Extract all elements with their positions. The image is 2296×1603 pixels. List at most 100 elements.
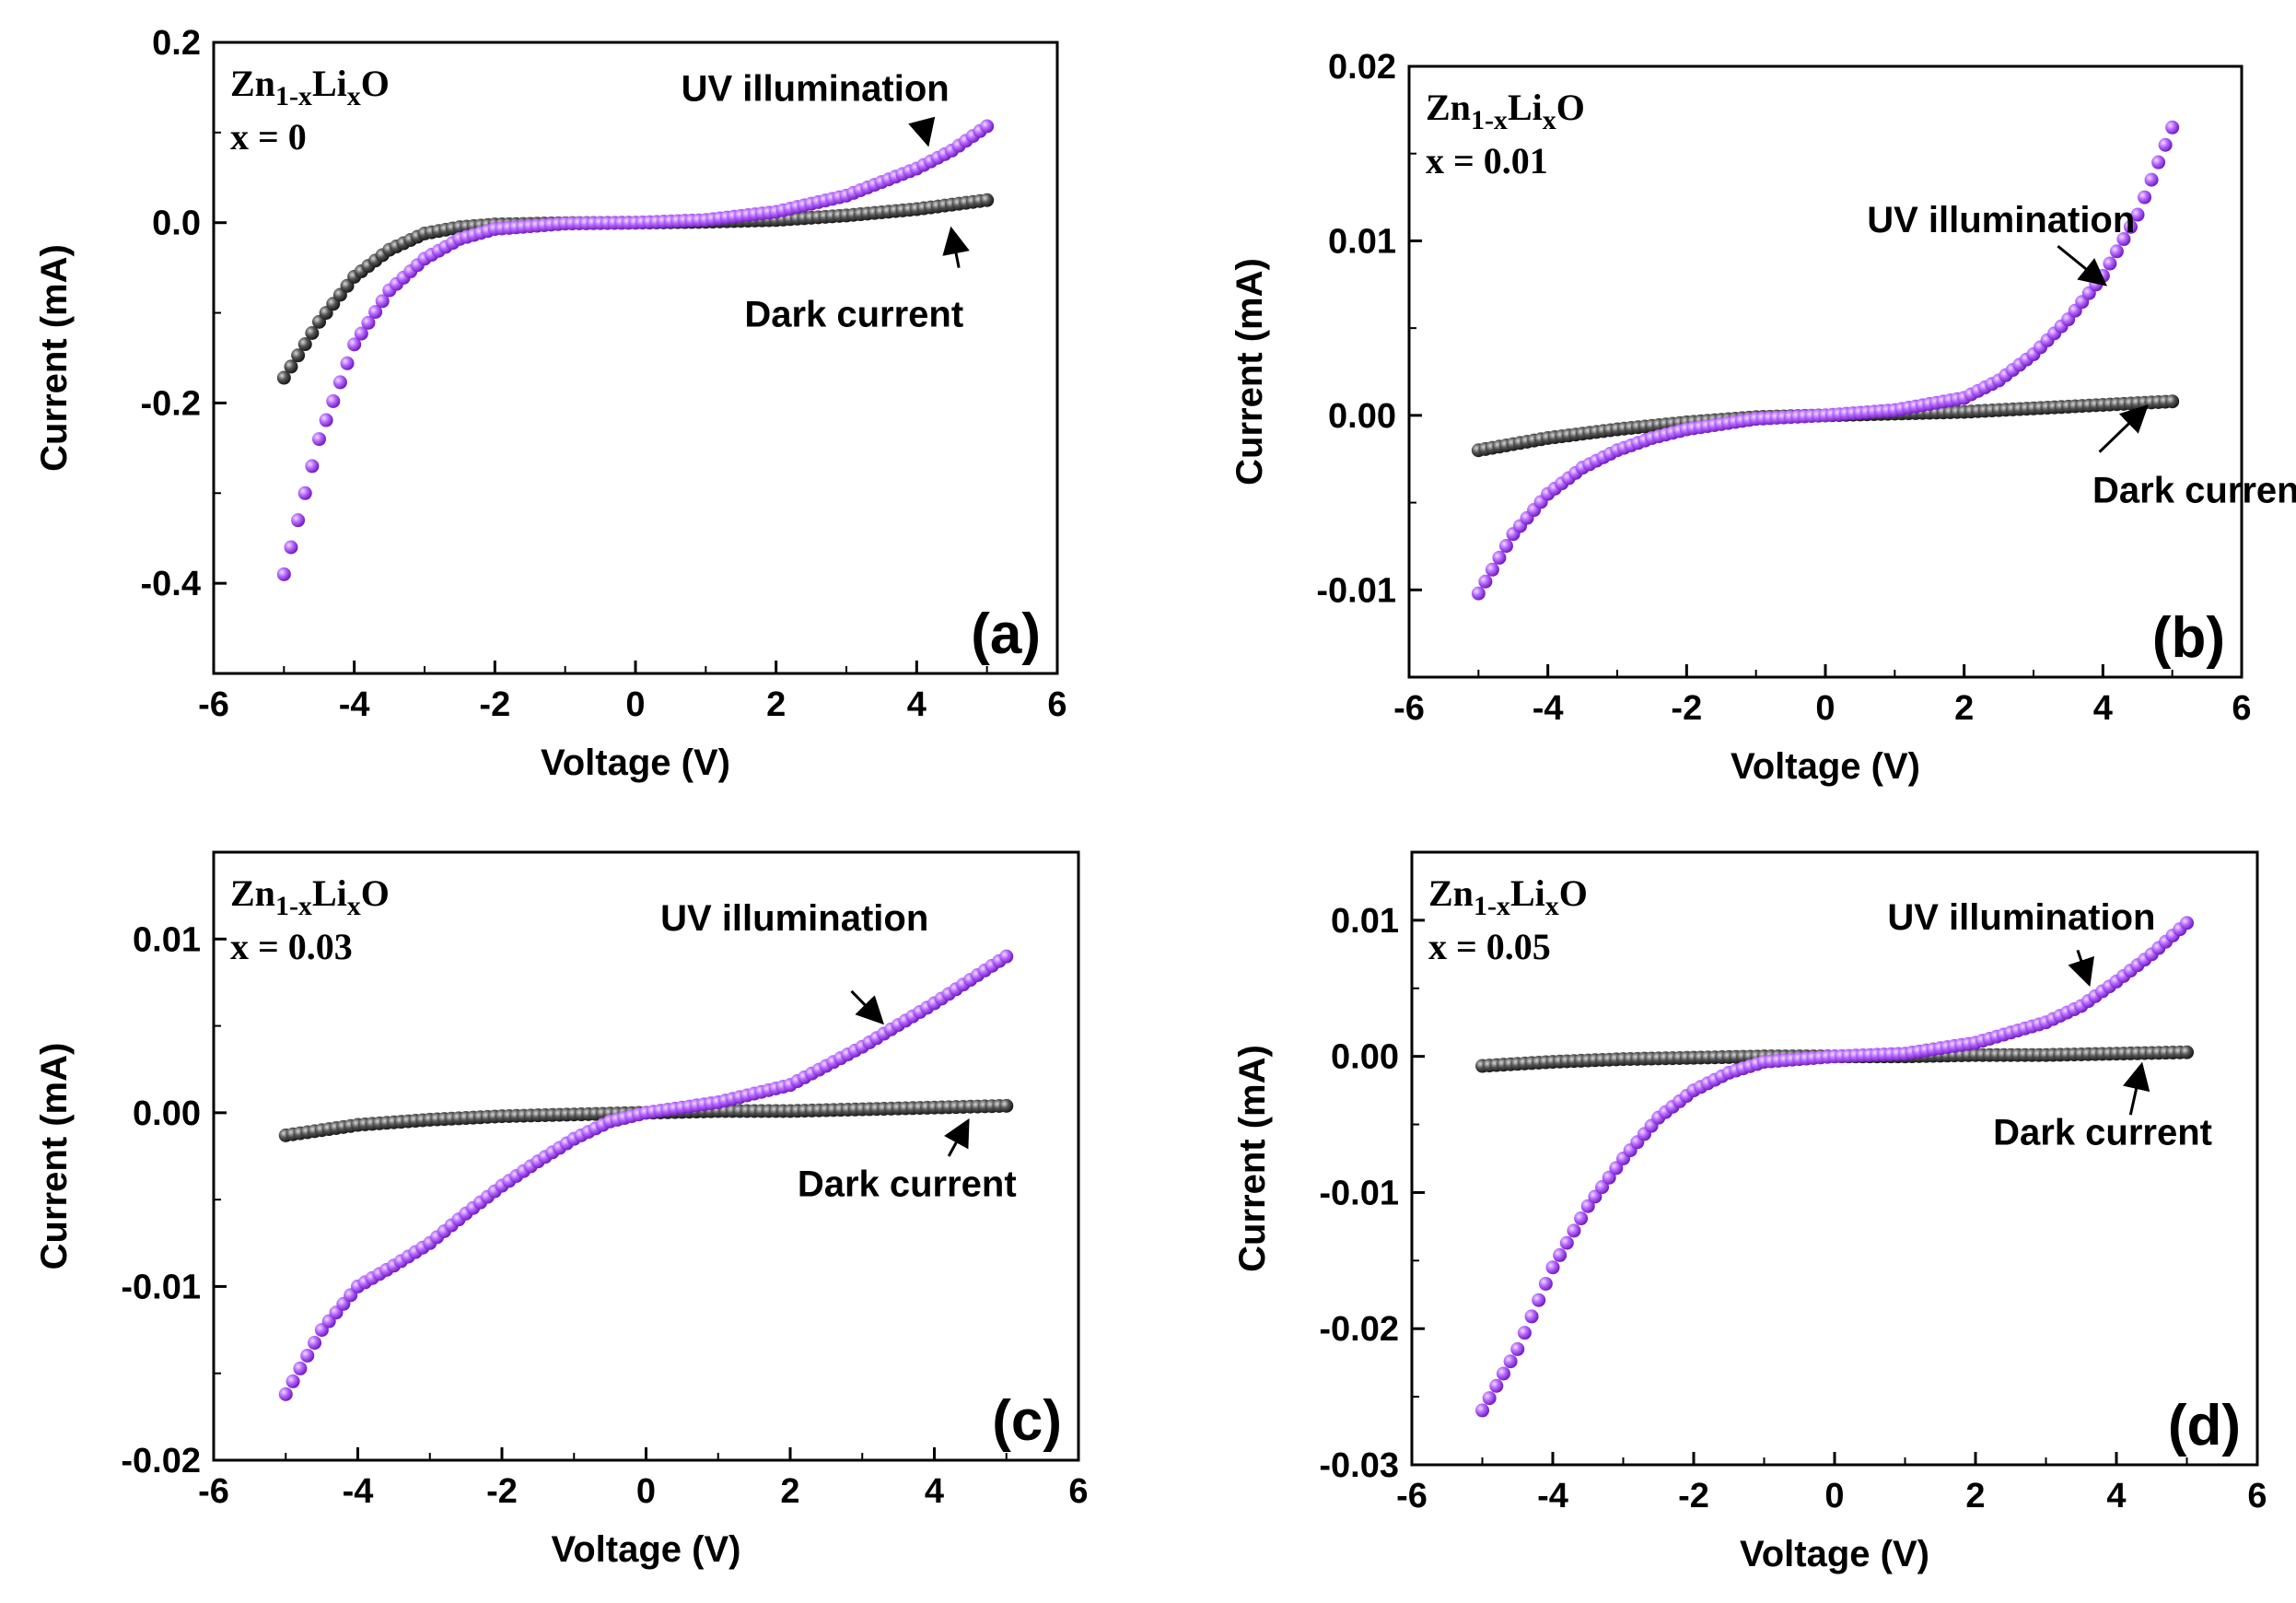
uv-point [1478,574,1493,589]
formula-sub2: x [1543,105,1556,135]
formula-label: Zn1-xLixO [1426,87,1585,135]
y-tick-label: -0.01 [1319,1174,1399,1212]
series-uv-illumination [278,949,1014,1401]
dark-point [2180,1045,2194,1059]
uv-point [368,305,383,320]
x-tick-label: -4 [1537,1477,1568,1515]
uv-point [312,432,326,447]
y-tick-label: 0.00 [133,1094,201,1133]
composition-label: x = 0.03 [230,926,353,967]
formula-base: Zn [1428,872,1474,914]
y-tick-label: -0.03 [1319,1446,1399,1485]
formula-sub2: x [347,81,361,111]
dark-point [284,359,298,374]
dark-current-label: Dark current [798,1164,1017,1204]
uv-point [1517,1326,1532,1340]
dark-current-label: Dark current [1993,1113,2212,1153]
dark-arrow [944,1117,970,1157]
uv-illumination-label: UV illumination [1867,200,2135,240]
formula-end: O [1556,87,1585,128]
uv-point [1489,1378,1504,1393]
uv-point [2103,256,2117,271]
uv-point [300,1348,315,1363]
uv-point [2116,232,2131,247]
uv-point [2109,244,2124,259]
uv-illumination-label: UV illumination [660,898,928,939]
uv-point [278,1387,293,1401]
formula-mid: Li [312,63,347,104]
x-axis-label: Voltage (V) [1740,1534,1929,1574]
x-tick-label: 0 [1824,1477,1844,1515]
uv-point [1559,1235,1574,1250]
uv-illumination-label: UV illumination [1887,897,2155,938]
y-tick-label: 0.2 [152,24,201,63]
composition-label: x = 0.01 [1426,140,1548,181]
x-tick-label: -2 [1671,689,1702,728]
uv-point [354,326,368,341]
series-dark-current [278,1098,1014,1142]
x-tick-label: -2 [479,685,510,724]
x-axis-label: Voltage (V) [541,743,730,783]
formula-sub2: x [1545,891,1559,921]
panel-label: (d) [2168,1394,2241,1457]
y-tick-label: 0.01 [133,920,201,959]
y-axis-label: Current (mA) [34,244,75,472]
formula-mid: Li [1510,872,1545,914]
y-tick-label: -0.2 [141,384,201,423]
uv-illumination-label: UV illumination [682,69,950,110]
uv-point [297,486,312,500]
composition-label: x = 0 [230,116,307,158]
x-tick-label: -6 [198,685,229,724]
x-tick-label: 4 [2106,1477,2126,1515]
uv-point [1532,1293,1546,1307]
chart-panel-d: -6 -4 -2 0 2 4 6 -0.03 -0.02 -0.01 0.00 0.01 Voltage… [1232,850,2267,1574]
x-tick-label: 6 [1068,1472,1088,1511]
uv-arrow [2057,244,2107,287]
dark-point [305,325,320,340]
dark-current-label: Dark current [744,294,963,334]
y-tick-label: 0.01 [1328,222,1396,261]
series-dark-current [1471,394,2180,458]
uv-point [1510,1341,1525,1356]
x-tick-label: -4 [343,1472,374,1511]
formula-label: Zn1-xLixO [230,63,390,111]
formula-label: Zn1-xLixO [230,872,390,921]
uv-point [2138,190,2152,205]
uv-point [2130,207,2145,222]
dark-point [297,337,312,352]
y-tick-label: 0.01 [1331,902,1399,941]
uv-point [284,540,298,555]
y-axis-label: Current (mA) [1230,258,1270,486]
dark-point [2165,394,2180,409]
uv-point [340,356,355,370]
uv-point [1471,586,1486,601]
uv-point [361,315,376,330]
uv-point [1524,1309,1539,1324]
x-tick-label: -2 [486,1472,518,1511]
uv-point [332,375,347,390]
x-tick-label: 4 [2093,689,2113,728]
x-tick-label: 0 [625,685,645,724]
uv-point [1485,562,1499,577]
chart-panel-b: -6 -4 -2 0 2 4 6 -0.01 0.00 0.01 0.02 Voltage (V) Cu… [1230,48,2296,787]
uv-point [305,459,320,474]
dark-point [291,348,306,363]
panel-label: (c) [992,1389,1062,1453]
y-tick-label: 0.00 [1328,397,1396,436]
uv-point [1498,539,1513,554]
uv-point [1482,1391,1497,1406]
x-tick-label: -4 [339,685,370,724]
dark-current-label: Dark current [2092,471,2296,511]
series-uv-illumination [1471,120,2180,601]
uv-point [347,337,362,352]
uv-point [293,1361,308,1375]
uv-point [980,119,995,134]
y-axis-label: Current (mA) [34,1043,75,1270]
x-tick-label: 6 [2232,689,2251,728]
x-tick-label: 0 [1815,689,1835,728]
formula-base: Zn [230,63,275,104]
x-tick-label: 4 [907,685,927,724]
y-tick-label: -0.02 [121,1442,201,1480]
composition-label: x = 0.05 [1428,926,1551,967]
x-axis-label: Voltage (V) [552,1529,741,1570]
